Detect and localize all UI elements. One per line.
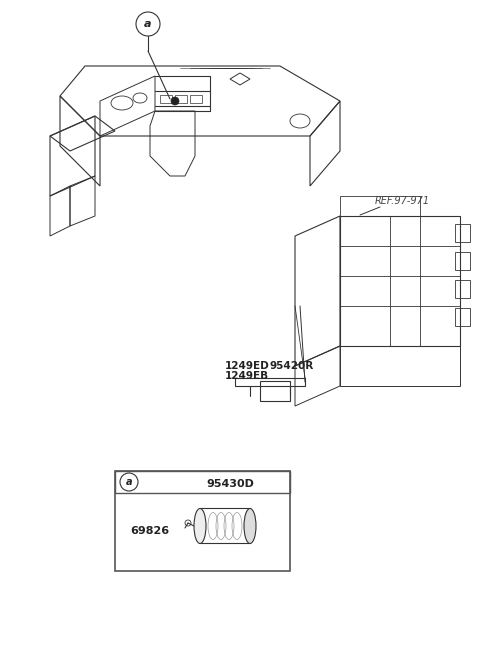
Text: 1249EB: 1249EB <box>225 371 269 381</box>
Bar <box>200 508 250 543</box>
Text: a: a <box>126 477 132 487</box>
Text: 95420R: 95420R <box>270 361 314 371</box>
Ellipse shape <box>244 508 256 544</box>
Text: 95430D: 95430D <box>206 479 254 489</box>
Bar <box>455 224 470 242</box>
Bar <box>115 471 290 493</box>
Bar <box>455 308 470 326</box>
Bar <box>455 252 470 270</box>
Bar <box>160 95 172 103</box>
Bar <box>190 95 202 103</box>
Text: 69826: 69826 <box>131 526 169 536</box>
Bar <box>260 381 290 401</box>
Bar <box>175 95 187 103</box>
Circle shape <box>171 97 179 105</box>
Bar <box>455 280 470 298</box>
Text: a: a <box>144 19 152 29</box>
Text: REF.97-971: REF.97-971 <box>375 196 430 206</box>
Bar <box>115 471 290 571</box>
Bar <box>235 378 305 386</box>
Ellipse shape <box>194 508 206 544</box>
Text: 1249ED: 1249ED <box>225 361 270 371</box>
